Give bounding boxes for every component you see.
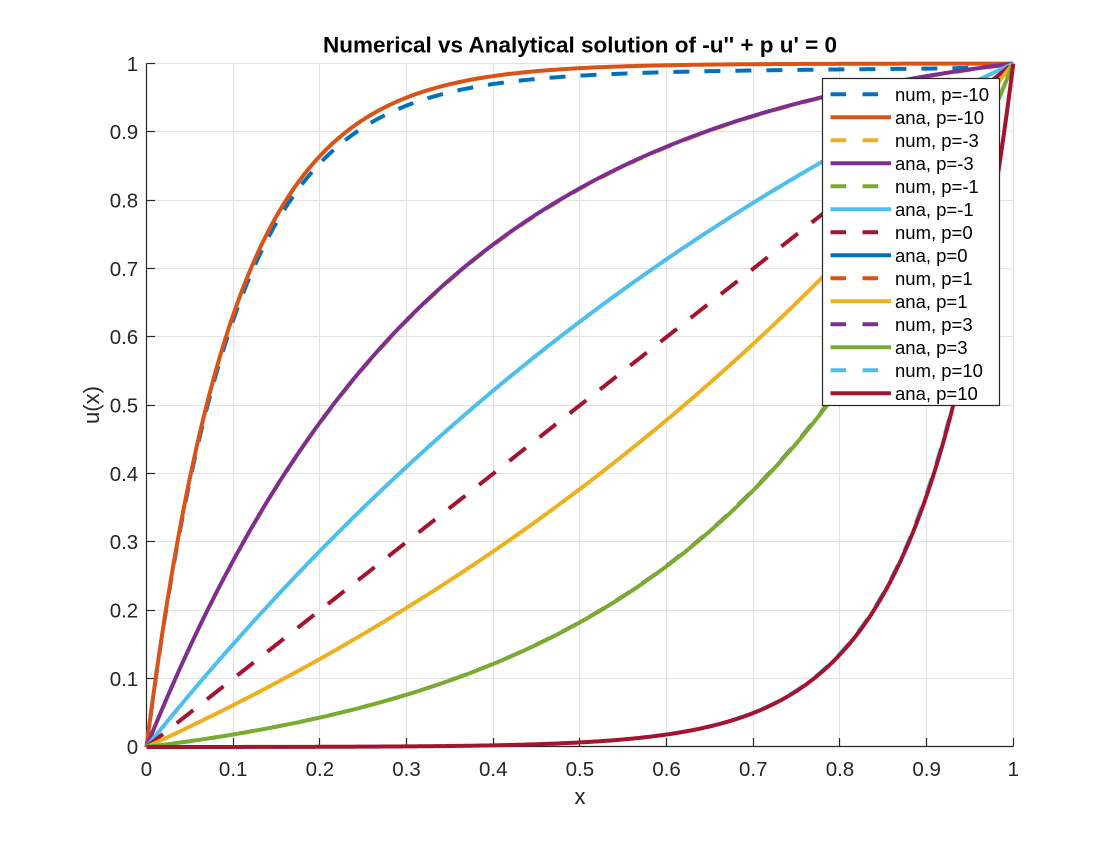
svg-text:ana, p=-1: ana, p=-1 xyxy=(895,199,974,220)
svg-text:0.3: 0.3 xyxy=(392,758,421,781)
svg-text:num, p=0: num, p=0 xyxy=(895,222,973,243)
svg-text:x: x xyxy=(575,784,586,809)
svg-text:0: 0 xyxy=(127,736,138,759)
svg-text:ana, p=-10: ana, p=-10 xyxy=(895,107,984,128)
svg-text:num, p=-10: num, p=-10 xyxy=(895,84,989,105)
svg-text:0.3: 0.3 xyxy=(110,531,139,554)
svg-text:0.1: 0.1 xyxy=(219,758,248,781)
svg-text:0.7: 0.7 xyxy=(110,258,139,281)
svg-text:0.8: 0.8 xyxy=(826,758,855,781)
svg-text:ana, p=1: ana, p=1 xyxy=(895,291,968,312)
svg-text:0.5: 0.5 xyxy=(110,395,139,418)
svg-text:0.7: 0.7 xyxy=(739,758,768,781)
svg-text:0.2: 0.2 xyxy=(110,600,139,623)
svg-text:num, p=3: num, p=3 xyxy=(895,314,973,335)
svg-text:0.4: 0.4 xyxy=(110,463,139,486)
svg-text:num, p=-1: num, p=-1 xyxy=(895,176,979,197)
svg-text:1: 1 xyxy=(1008,758,1019,781)
svg-text:Numerical vs Analytical soluti: Numerical vs Analytical solution of -u''… xyxy=(323,33,837,58)
svg-text:num, p=-3: num, p=-3 xyxy=(895,130,979,151)
svg-text:0.6: 0.6 xyxy=(652,758,681,781)
svg-text:ana, p=10: ana, p=10 xyxy=(895,383,978,404)
svg-text:0.1: 0.1 xyxy=(110,668,139,691)
svg-text:0.2: 0.2 xyxy=(306,758,335,781)
svg-text:1: 1 xyxy=(127,53,138,76)
svg-text:0.4: 0.4 xyxy=(479,758,508,781)
svg-text:num, p=10: num, p=10 xyxy=(895,360,983,381)
svg-text:u(x): u(x) xyxy=(79,386,104,424)
svg-text:num, p=1: num, p=1 xyxy=(895,268,973,289)
svg-text:0.6: 0.6 xyxy=(110,326,139,349)
svg-text:0.5: 0.5 xyxy=(566,758,595,781)
svg-text:0: 0 xyxy=(141,758,152,781)
svg-text:ana, p=0: ana, p=0 xyxy=(895,245,968,266)
svg-text:0.9: 0.9 xyxy=(912,758,941,781)
svg-text:0.8: 0.8 xyxy=(110,189,139,212)
svg-text:ana, p=-3: ana, p=-3 xyxy=(895,153,974,174)
svg-text:ana, p=3: ana, p=3 xyxy=(895,337,968,358)
svg-text:0.9: 0.9 xyxy=(110,121,139,144)
